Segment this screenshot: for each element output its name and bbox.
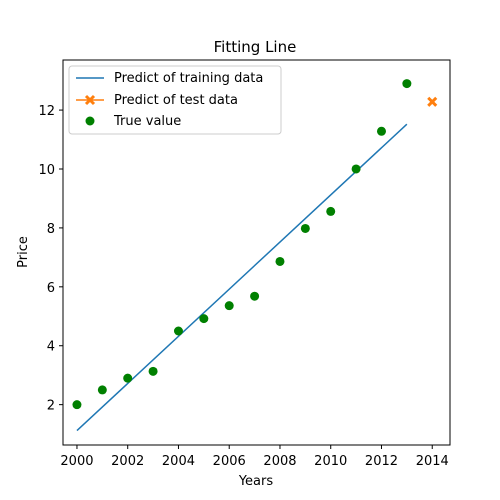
true-value-point xyxy=(123,373,133,383)
true-value-point xyxy=(402,79,412,89)
legend-swatch-true xyxy=(85,116,95,126)
true-value-point xyxy=(224,301,234,311)
true-value-point xyxy=(300,223,310,233)
y-tick-label: 4 xyxy=(47,340,55,355)
x-tick-label: 2004 xyxy=(162,454,195,469)
true-value-point xyxy=(173,326,183,336)
chart-title: Fitting Line xyxy=(214,38,297,56)
test-prediction-point xyxy=(427,96,438,107)
y-axis-label: Price xyxy=(16,236,31,268)
y-tick-label: 10 xyxy=(38,163,55,178)
true-value-point xyxy=(148,366,158,376)
legend-label-test: Predict of test data xyxy=(114,93,238,108)
x-tick-label: 2008 xyxy=(263,454,296,469)
y-tick-label: 12 xyxy=(38,104,55,119)
y-tick-label: 8 xyxy=(47,222,55,237)
true-value-point xyxy=(72,400,82,410)
legend-swatch-test-marker xyxy=(84,94,96,106)
x-tick-label: 2014 xyxy=(416,454,449,469)
true-value-point xyxy=(97,385,107,395)
true-value-point xyxy=(199,314,209,324)
x-tick-label: 2000 xyxy=(60,454,93,469)
x-tick-label: 2010 xyxy=(314,454,347,469)
x-tick-label: 2002 xyxy=(111,454,144,469)
true-value-point xyxy=(275,256,285,266)
legend-label-true: True value xyxy=(113,114,181,129)
legend-label-training: Predict of training data xyxy=(114,71,263,86)
x-axis-ticks: 2000 2002 2004 2006 2008 2010 2012 2014 xyxy=(60,445,449,469)
legend: Predict of training data Predict of test… xyxy=(68,65,282,135)
y-axis-ticks: 2 4 6 8 10 12 xyxy=(38,104,63,414)
x-tick-label: 2006 xyxy=(213,454,246,469)
true-value-point xyxy=(326,206,336,216)
axes-frame xyxy=(62,59,451,446)
true-value-point xyxy=(250,291,260,301)
true-value-point xyxy=(376,126,386,136)
true-value-point xyxy=(351,164,361,174)
x-axis-label: Years xyxy=(238,474,274,489)
legend-box xyxy=(68,65,282,135)
plot-area xyxy=(72,79,438,432)
x-tick-label: 2012 xyxy=(365,454,398,469)
y-tick-label: 6 xyxy=(47,281,55,296)
y-tick-label: 2 xyxy=(47,399,55,414)
